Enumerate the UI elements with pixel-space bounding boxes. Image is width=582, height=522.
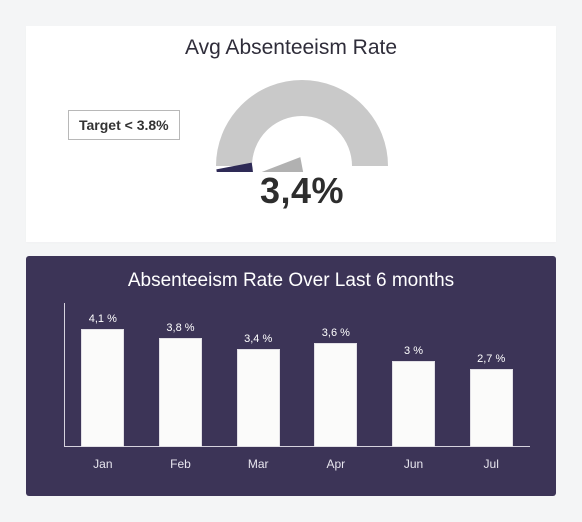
bar: 2,7 % [470, 369, 513, 447]
target-label: Target < 3.8% [68, 110, 180, 140]
gauge-chart [202, 60, 402, 172]
x-label: Jan [64, 451, 142, 473]
xlabels-container: JanFebMarAprJunJul [64, 451, 530, 473]
gauge-wrap: 3,4% [202, 60, 402, 212]
bar-slot: 2,7 % [452, 303, 530, 447]
gauge-fill [234, 166, 235, 172]
dashboard-page: Avg Absenteeism Rate Target < 3.8% 3,4% … [0, 0, 582, 522]
bar-slot: 3,4 % [219, 303, 297, 447]
bar-slot: 3 % [375, 303, 453, 447]
bar-value-label: 3,6 % [315, 327, 356, 339]
bar: 3,6 % [314, 343, 357, 447]
bar-value-label: 3 % [393, 345, 434, 357]
bar: 3,4 % [237, 349, 280, 447]
bar: 4,1 % [81, 329, 124, 447]
gauge-title: Avg Absenteeism Rate [26, 26, 556, 60]
x-label: Apr [297, 451, 375, 473]
bars-panel: Absenteeism Rate Over Last 6 months 4,1 … [26, 256, 556, 496]
x-label: Feb [142, 451, 220, 473]
gauge-panel: Avg Absenteeism Rate Target < 3.8% 3,4% [26, 26, 556, 242]
bar-value-label: 2,7 % [471, 353, 512, 365]
bar-slot: 4,1 % [64, 303, 142, 447]
bar-slot: 3,6 % [297, 303, 375, 447]
bar: 3,8 % [159, 338, 202, 447]
bar-value-label: 4,1 % [82, 313, 123, 325]
x-label: Mar [219, 451, 297, 473]
x-label: Jun [375, 451, 453, 473]
bars-container: 4,1 % 3,8 % 3,4 % 3,6 % 3 % 2,7 % [64, 303, 530, 447]
bar-value-label: 3,8 % [160, 322, 201, 334]
bar: 3 % [392, 361, 435, 447]
gauge-value: 3,4% [202, 170, 402, 212]
bars-title: Absenteeism Rate Over Last 6 months [26, 256, 556, 298]
gauge-body: Target < 3.8% 3,4% [26, 60, 556, 230]
x-label: Jul [452, 451, 530, 473]
gauge-track [234, 98, 370, 166]
bar-chart: 4,1 % 3,8 % 3,4 % 3,6 % 3 % 2,7 % JanFebMarAp… [64, 298, 536, 473]
bar-value-label: 3,4 % [238, 333, 279, 345]
bar-slot: 3,8 % [142, 303, 220, 447]
